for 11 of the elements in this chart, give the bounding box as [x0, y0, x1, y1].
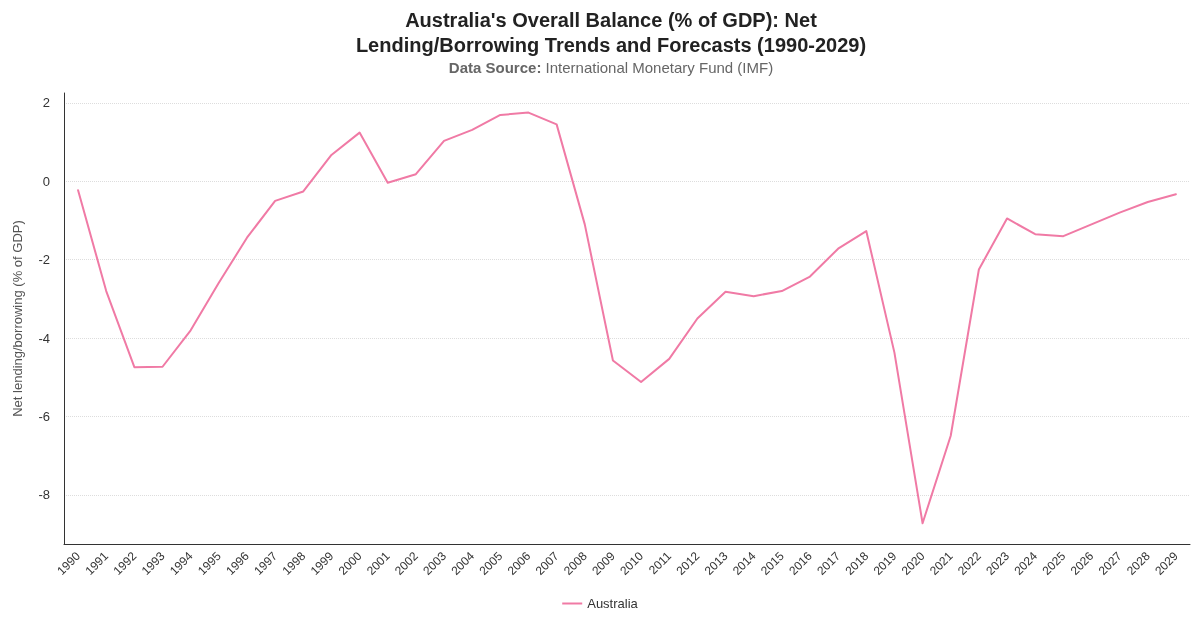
y-tick-label: 2 — [42, 95, 50, 111]
y-tick-label: 0 — [42, 173, 50, 189]
y-tick-label: -4 — [38, 330, 50, 346]
y-tick-label: -8 — [38, 487, 50, 503]
line-series — [77, 111, 1177, 525]
y-tick-label: -6 — [38, 409, 50, 425]
y-tick-label: -2 — [38, 252, 50, 268]
y-axis-title: Net lending/borrowing (% of GDP) — [10, 220, 25, 417]
chart-title: Australia's Overall Balance (% of GDP): Net Lending/Borrowing Trends and Forecasts (1990-2029) — [355, 9, 867, 56]
chart-subtitle: Data Source: International Monetary Fund (IMF) — [447, 58, 775, 78]
legend-label: Australia — [587, 596, 639, 611]
